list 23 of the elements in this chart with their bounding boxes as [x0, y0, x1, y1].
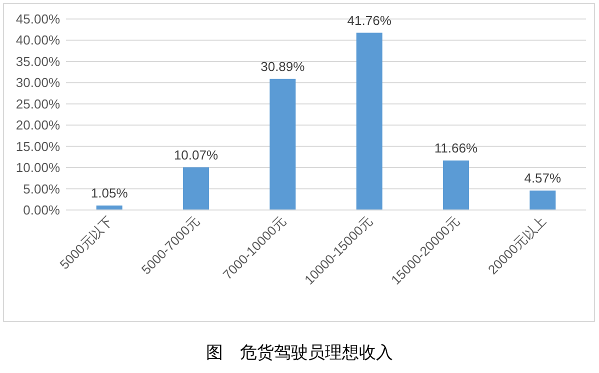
- y-tick-label: 25.00%: [16, 96, 60, 112]
- bar: [356, 32, 382, 210]
- bar: [270, 78, 296, 210]
- y-tick-label: 15.00%: [16, 138, 60, 154]
- data-label: 4.57%: [524, 170, 562, 186]
- data-label: 41.76%: [347, 12, 392, 28]
- bar: [183, 167, 209, 210]
- y-tick-label: 35.00%: [16, 54, 60, 69]
- data-label: 30.89%: [260, 58, 306, 74]
- bar: [530, 190, 556, 210]
- bar: [96, 206, 122, 210]
- y-tick-label: 10.00%: [16, 160, 60, 176]
- y-tick-label: 5.00%: [23, 181, 60, 196]
- y-tick-label: 0.00%: [23, 202, 60, 218]
- data-label: 10.07%: [174, 147, 218, 162]
- text: 图 危货驾驶员理想收入: [206, 343, 393, 362]
- y-tick-label: 45.00%: [16, 12, 60, 26]
- bar: [443, 160, 469, 210]
- y-tick-label: 20.00%: [16, 118, 60, 133]
- y-tick-label: 30.00%: [16, 75, 60, 90]
- data-label: 11.66%: [434, 140, 478, 156]
- y-tick-label: 40.00%: [16, 32, 60, 48]
- data-label: 1.05%: [90, 186, 128, 201]
